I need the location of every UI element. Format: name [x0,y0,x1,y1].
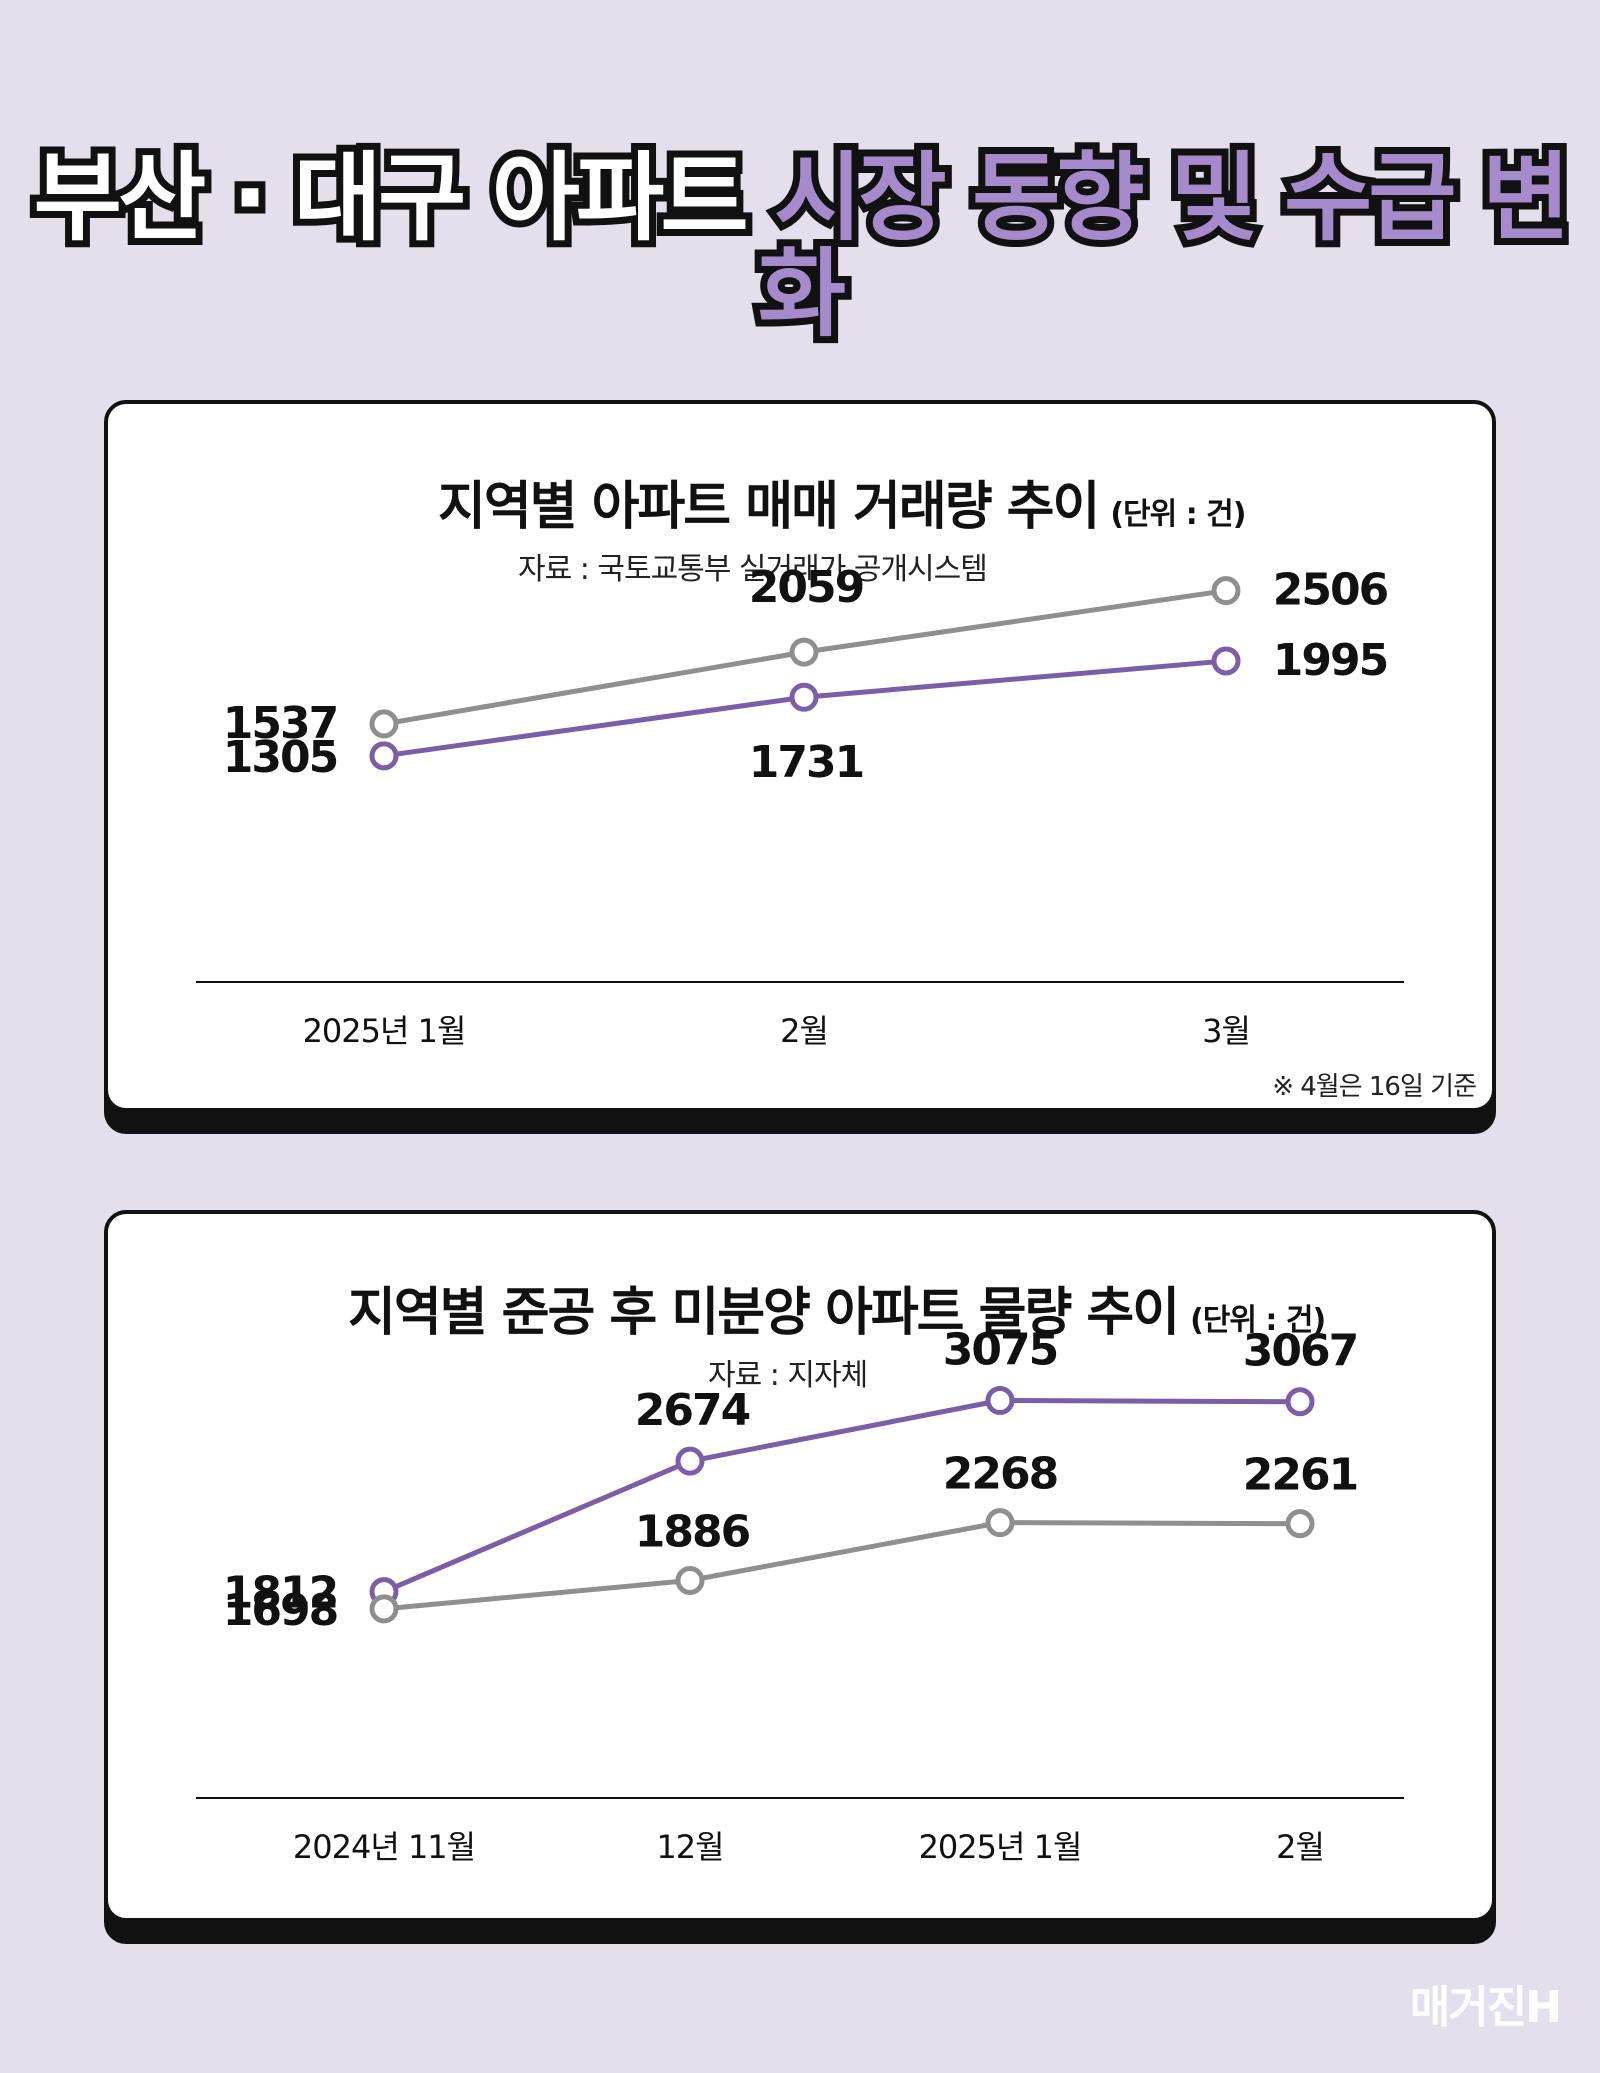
chart1-tick-label: 3월 [1202,1012,1250,1050]
chart1-footnote: ※ 4월은 16일 기준 [1272,1072,1477,1102]
chart1-tick-label: 2월 [780,1012,828,1050]
chart1-data-label: 2059 [749,562,863,613]
chart2-source: 자료 : 지자체 [708,1358,868,1393]
chart1-point [369,709,399,739]
chart2-point [675,1446,705,1476]
chart1-data-label: 1731 [749,737,863,788]
chart1-point [1211,646,1241,676]
chart2-data-label: 2674 [635,1385,750,1436]
chart2-data-label: 1812 [223,1568,337,1619]
headline-part2: 시장 동향 및 수급 변화 [751,142,1577,350]
chart2-tick-label: 12월 [656,1828,723,1866]
chart2-point [1285,1509,1315,1539]
chart1-plot: 2025년 1월 2월 3월 1537 2059 2506 1305 1731 1995 [196,562,1404,1050]
chart1-unit: (단위 : 건) [1110,497,1246,532]
chart2-title: 지역별 준공 후 미분양 아파트 물량 추이 [348,1283,1180,1343]
chart2-data-label: 3067 [1243,1326,1357,1377]
chart1-data-label: 2506 [1273,565,1388,616]
chart2-data-label: 1698 [223,1585,337,1636]
chart1-point [789,637,819,667]
chart2-title-row: 지역별 준공 후 미분양 아파트 물량 추이 (단위 : 건) [348,1270,1326,1345]
chart1-title-row: 지역별 아파트 매매 거래량 추이 (단위 : 건) [438,464,1246,539]
chart1-source: 자료 : 국토교통부 실거래가 공개시스템 [518,552,988,587]
chart2-point [985,1508,1015,1538]
watermark-logo: 매거진H [1409,1982,1562,2033]
chart1-point [1211,576,1241,606]
chart2-card: 지역별 준공 후 미분양 아파트 물량 추이 (단위 : 건) 자료 : 지자체 … [104,1210,1496,1922]
chart2-point [369,1594,399,1624]
chart2-data-label: 3075 [943,1324,1057,1375]
chart2-series-line [383,1520,1301,1612]
chart2-unit: (단위 : 건) [1190,1303,1326,1338]
chart1-tick-label: 2025년 1월 [303,1012,466,1050]
chart1-point [789,682,819,712]
chart2-point [675,1565,705,1595]
chart1-data-label: 1537 [223,698,337,749]
headline: 부산 · 대구 아파트 시장 동향 및 수급 변화 [0,143,1600,349]
chart2-tick-label: 2024년 11월 [293,1828,475,1866]
chart2-tick-label: 2025년 1월 [919,1828,1082,1866]
chart1-data-label: 1995 [1273,635,1387,686]
chart2-plot: 2024년 11월 12월 2025년 1월 2월 1812 2674 3075 3067 16… [196,1324,1404,1866]
chart2-data-label: 2268 [943,1449,1057,1500]
headline-part1: 부산 · 대구 아파트 [27,142,756,254]
chart2-data-label: 2261 [1243,1450,1357,1501]
chart1-card: 지역별 아파트 매매 거래량 추이 (단위 : 건) 자료 : 국토교통부 실거래… [104,400,1496,1112]
chart2-data-label: 1886 [635,1506,750,1557]
chart2-point [985,1385,1015,1415]
chart1-data-label: 1305 [223,732,337,783]
chart1-title: 지역별 아파트 매매 거래량 추이 [438,477,1100,537]
chart2-series-line [383,1397,1301,1594]
chart1-point [369,741,399,771]
chart2-tick-label: 2월 [1276,1828,1324,1866]
chart2-point [1285,1387,1315,1417]
